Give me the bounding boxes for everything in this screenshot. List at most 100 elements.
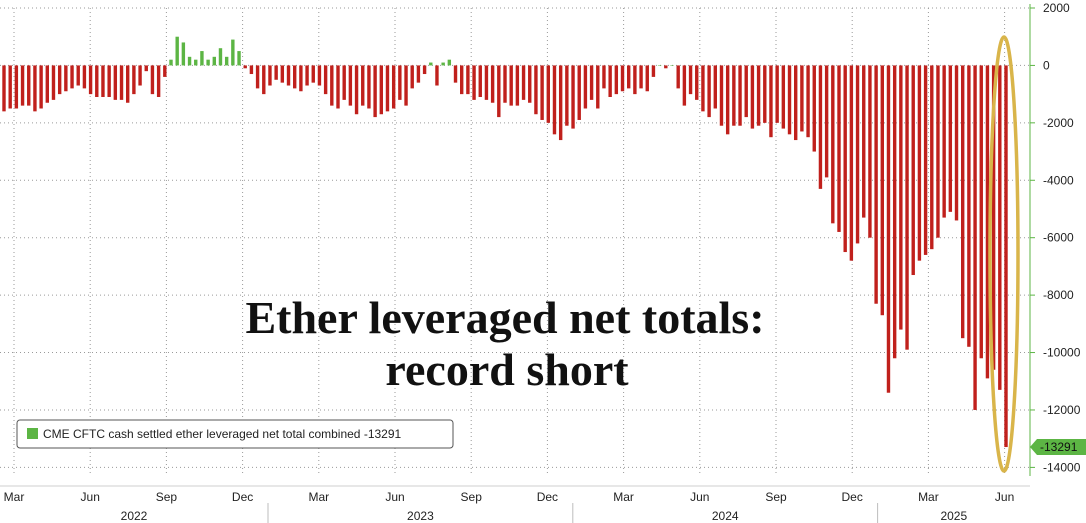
bar — [546, 65, 550, 123]
legend-swatch — [27, 428, 38, 439]
bar — [156, 65, 161, 97]
bar — [738, 65, 742, 126]
bar — [670, 65, 674, 66]
bar — [410, 65, 414, 89]
bar — [954, 65, 959, 221]
x-tick-label: Dec — [232, 490, 253, 504]
bar — [212, 56, 216, 66]
y-tick-label: -4000 — [1043, 173, 1074, 187]
chart-title: Ether leveraged net totals: record short — [245, 292, 764, 395]
bar — [905, 65, 909, 350]
bar — [781, 65, 786, 129]
bar — [497, 65, 501, 118]
bar — [558, 65, 563, 141]
y-tick-label: -8000 — [1043, 288, 1074, 302]
bar — [76, 65, 80, 86]
bar — [874, 65, 878, 304]
last-value-tag — [1030, 439, 1086, 456]
bar — [886, 65, 891, 393]
bar — [132, 65, 136, 95]
bar — [627, 65, 631, 89]
bar — [967, 65, 971, 347]
bar — [824, 65, 829, 178]
bar — [855, 65, 860, 244]
bar — [521, 65, 526, 100]
bar — [837, 65, 841, 232]
bar — [27, 65, 31, 106]
bar — [571, 65, 575, 129]
bar — [354, 65, 359, 115]
bar — [175, 36, 179, 66]
bar — [336, 65, 340, 109]
chart-title-line-2: record short — [385, 344, 629, 395]
bar — [484, 65, 489, 100]
bar — [911, 65, 915, 276]
bar — [651, 65, 656, 77]
bar — [664, 65, 668, 69]
bar — [435, 65, 439, 86]
bar — [688, 65, 693, 95]
bar — [540, 65, 544, 120]
bar — [892, 65, 897, 359]
bar — [657, 65, 662, 66]
legend-frame — [16, 419, 454, 449]
bar — [1004, 65, 1008, 448]
bar — [101, 65, 105, 97]
bar — [323, 65, 328, 95]
bar — [367, 65, 371, 109]
bar — [460, 65, 464, 95]
bar — [589, 65, 594, 100]
bar — [274, 65, 278, 80]
y-tick-label: -2000 — [1043, 116, 1074, 130]
bar — [348, 65, 353, 106]
bar — [602, 65, 606, 89]
bar — [107, 65, 111, 97]
bar — [528, 65, 532, 103]
bar — [936, 65, 940, 238]
bar — [453, 65, 458, 83]
year-label: 2022 — [121, 509, 148, 523]
bar — [305, 65, 309, 86]
bar — [51, 65, 56, 100]
bar — [330, 65, 334, 106]
y-tick-label: -12000 — [1043, 403, 1081, 417]
bar — [64, 65, 68, 92]
bar — [472, 65, 476, 100]
bar — [899, 65, 903, 330]
bar — [255, 65, 260, 89]
bar — [707, 65, 711, 118]
bar — [787, 65, 792, 135]
bar — [39, 65, 43, 109]
x-tick-label: Dec — [842, 490, 863, 504]
y-tick-label: -6000 — [1043, 231, 1074, 245]
bar — [206, 59, 210, 66]
x-tick-label: Dec — [537, 490, 558, 504]
bar — [126, 65, 130, 103]
highlight-ellipse — [988, 35, 1020, 473]
bar — [800, 65, 804, 132]
bar — [923, 65, 928, 255]
bar — [744, 65, 748, 118]
chart-title-line-1: Ether leveraged net totals: — [245, 292, 764, 343]
bar — [719, 65, 724, 126]
x-tick-label: Jun — [385, 490, 404, 504]
bar — [880, 65, 884, 316]
bar — [633, 65, 637, 95]
bar — [249, 65, 254, 75]
bar — [268, 65, 272, 86]
bar — [262, 65, 266, 95]
bar — [95, 65, 99, 97]
year-label: 2025 — [940, 509, 967, 523]
y-tick-label: -10000 — [1043, 346, 1081, 360]
year-label: 2024 — [712, 509, 739, 523]
bar — [750, 65, 755, 129]
bar — [676, 65, 680, 89]
bar — [311, 65, 315, 83]
x-tick-label: Mar — [918, 490, 939, 504]
bar — [187, 56, 192, 66]
bar — [701, 65, 705, 112]
bar — [57, 65, 62, 95]
